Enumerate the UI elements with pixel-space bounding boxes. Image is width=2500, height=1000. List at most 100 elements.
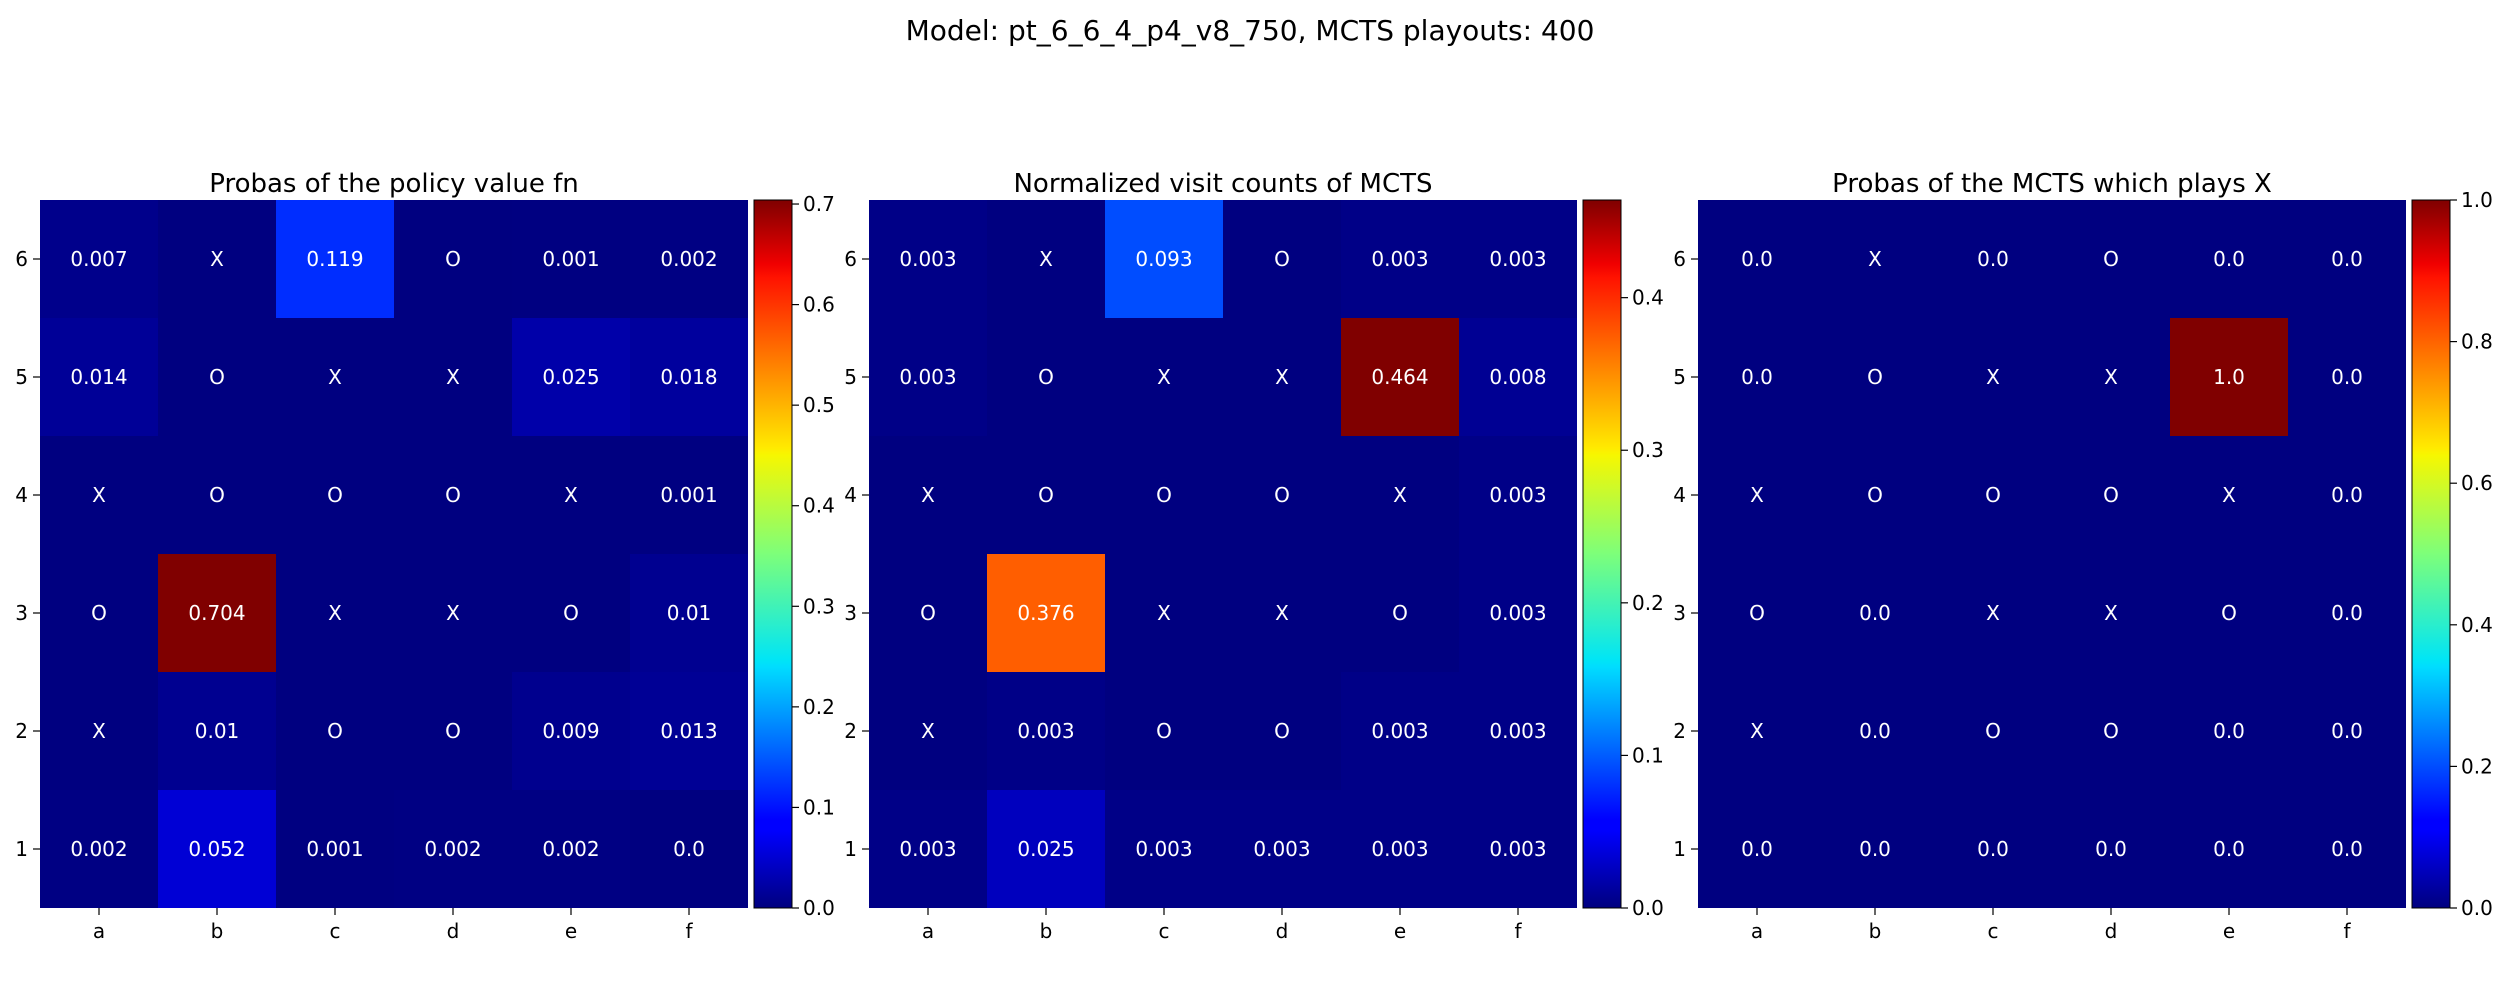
- heatmap-cell: [158, 672, 276, 790]
- cell-label: 0.0: [1977, 837, 2009, 861]
- cell-label: O: [1274, 719, 1290, 743]
- heatmap-cell: [869, 436, 987, 554]
- cell-label: 0.003: [1371, 247, 1428, 271]
- heatmap-cell: [276, 436, 394, 554]
- cell-label: 0.0: [2213, 837, 2245, 861]
- y-tick-label: 5: [15, 365, 28, 389]
- heatmap-cell: [869, 554, 987, 672]
- x-tick-label: f: [685, 919, 693, 943]
- x-tick-label: e: [565, 919, 577, 943]
- figure-title: Model: pt_6_6_4_p4_v8_750, MCTS playouts…: [905, 14, 1595, 47]
- heatmap-panel-3: Probas of the MCTS which plays X 0.0 X 0.0 O…: [1673, 169, 2493, 943]
- heatmap-cell: [987, 554, 1105, 672]
- y-tick-label: 5: [844, 365, 857, 389]
- heatmap-cell: [1459, 436, 1577, 554]
- heatmap-cell: [630, 436, 748, 554]
- cell-label: 0.0: [1859, 837, 1891, 861]
- cell-label: O: [1156, 719, 1172, 743]
- heatmap-cell: [1934, 318, 2052, 436]
- heatmap-cell: [2170, 790, 2288, 908]
- heatmap-cell: [1698, 318, 1816, 436]
- colorbar: [2411, 199, 2451, 909]
- heatmap-cell: [1934, 672, 2052, 790]
- colorbar: [1582, 199, 1622, 909]
- cell-label: 0.0: [1977, 247, 2009, 271]
- cell-label: 0.013: [660, 719, 717, 743]
- heatmap-cell: [1105, 318, 1223, 436]
- heatmap-cell: [2170, 554, 2288, 672]
- heatmap-cell: [987, 672, 1105, 790]
- cell-label: X: [1039, 247, 1053, 271]
- heatmap-cell: [40, 554, 158, 672]
- cell-label: 0.001: [660, 483, 717, 507]
- colorbar-tick-label: 0.0: [1632, 896, 1664, 920]
- heatmap-cell: [1105, 200, 1223, 318]
- cell-label: 0.002: [660, 247, 717, 271]
- colorbar-tick-label: 0.4: [2461, 613, 2493, 637]
- heatmap-cell: [1459, 672, 1577, 790]
- cell-label: X: [1986, 365, 2000, 389]
- heatmap-cell: [1223, 318, 1341, 436]
- colorbar-tick-label: 0.4: [1632, 286, 1664, 310]
- cell-label: 0.002: [70, 837, 127, 861]
- heatmap-cell: [2052, 554, 2170, 672]
- heatmap-cell: [2288, 790, 2406, 908]
- cell-label: O: [1274, 483, 1290, 507]
- cell-label: X: [1157, 601, 1171, 625]
- y-tick-label: 2: [844, 719, 857, 743]
- cell-label: 0.018: [660, 365, 717, 389]
- heatmap-cell: [40, 200, 158, 318]
- x-tick-label: f: [2343, 919, 2351, 943]
- x-tick-label: d: [1276, 919, 1289, 943]
- cell-label: O: [2103, 483, 2119, 507]
- heatmap-cell: [2288, 672, 2406, 790]
- heatmap-cell: [630, 200, 748, 318]
- heatmap-cell: [1816, 672, 1934, 790]
- cell-label: 0.0: [2213, 247, 2245, 271]
- cell-label: O: [327, 483, 343, 507]
- heatmap-cell: [1459, 318, 1577, 436]
- cell-label: X: [1157, 365, 1171, 389]
- cell-label: 0.0: [1859, 719, 1891, 743]
- heatmap-cell: [869, 318, 987, 436]
- cell-label: O: [1392, 601, 1408, 625]
- heatmap-cell: [276, 318, 394, 436]
- cell-label: O: [1274, 247, 1290, 271]
- y-tick-label: 5: [1673, 365, 1686, 389]
- heatmap-cell: [512, 200, 630, 318]
- heatmap-cells: 0.003 X 0.093 O 0.003 0.003 0.003 O X X 0.464 0.008…: [869, 200, 1577, 908]
- y-tick-label: 2: [15, 719, 28, 743]
- y-tick-label: 1: [1673, 837, 1686, 861]
- y-tick-label: 4: [844, 483, 857, 507]
- cell-label: X: [92, 719, 106, 743]
- cell-label: X: [564, 483, 578, 507]
- cell-label: 0.0: [2331, 365, 2363, 389]
- colorbar-tick-label: 0.7: [803, 192, 835, 216]
- heatmap-cell: [987, 200, 1105, 318]
- heatmap-cell: [1105, 554, 1223, 672]
- heatmap-cell: [869, 672, 987, 790]
- cell-label: 0.025: [1017, 837, 1074, 861]
- colorbar-tick-label: 0.3: [803, 594, 835, 618]
- heatmap-cell: [158, 436, 276, 554]
- cell-label: 0.464: [1371, 365, 1428, 389]
- heatmap-cell: [276, 790, 394, 908]
- cell-label: O: [209, 483, 225, 507]
- cell-label: X: [328, 365, 342, 389]
- heatmap-cell: [1698, 200, 1816, 318]
- heatmap-cell: [276, 200, 394, 318]
- heatmap-cell: [630, 672, 748, 790]
- heatmap-cell: [2288, 436, 2406, 554]
- x-tick-label: b: [211, 919, 224, 943]
- heatmap-cell: [1223, 672, 1341, 790]
- heatmap-cell: [1223, 436, 1341, 554]
- cell-label: X: [1275, 601, 1289, 625]
- heatmap-cell: [1934, 554, 2052, 672]
- heatmap-cell: [394, 200, 512, 318]
- heatmap-cell: [2052, 672, 2170, 790]
- cell-label: 0.025: [542, 365, 599, 389]
- heatmap-cell: [2288, 318, 2406, 436]
- cell-label: 0.003: [899, 247, 956, 271]
- cell-label: X: [1750, 719, 1764, 743]
- cell-label: X: [1275, 365, 1289, 389]
